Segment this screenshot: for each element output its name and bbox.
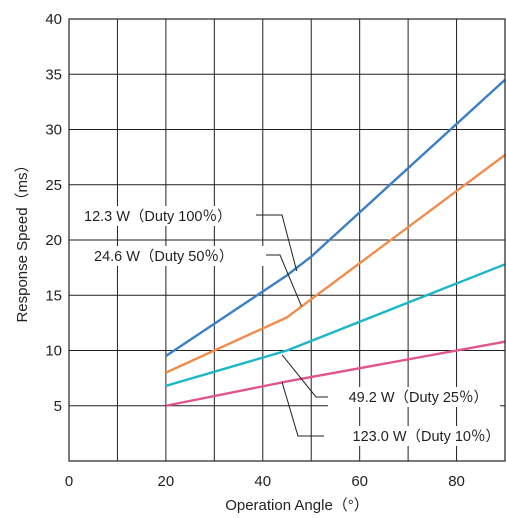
series-line-3: [165, 263, 506, 388]
tick-labels: 0 20 40 60 80 5 10 15 20 25 30 35 40: [45, 11, 465, 490]
annotation-label-1: 12.3 W（Duty 100％）: [84, 208, 231, 225]
x-tick-label: 80: [448, 473, 465, 490]
series-line-2: [165, 153, 506, 374]
annotation-leader-3: [281, 354, 328, 398]
y-tick-label: 25: [45, 177, 62, 194]
y-tick-label: 15: [45, 287, 62, 304]
x-tick-label: 0: [65, 473, 73, 490]
x-tick-label: 60: [351, 473, 368, 490]
y-tick-label: 30: [45, 122, 62, 139]
annotation-label-bg: [72, 206, 256, 226]
annotation-label-2: 24.6 W（Duty 50％）: [94, 248, 233, 265]
plot-frame: [68, 18, 506, 462]
x-tick-label: 40: [254, 473, 271, 490]
y-tick-label: 5: [54, 398, 62, 415]
annotation-label-bg: [82, 246, 266, 266]
annotation-labels: 12.3 W（Duty 100％） 24.6 W（Duty 50％） 49.2 W（…: [72, 206, 503, 446]
series-line-4: [165, 340, 506, 407]
series-lines: [165, 78, 506, 407]
annotation-leader-1: [256, 214, 298, 272]
annotation-label-3: 49.2 W（Duty 25％）: [349, 389, 488, 406]
y-tick-label: 20: [45, 232, 62, 249]
annotation-label-bg: [328, 387, 500, 407]
annotation-label-bg: [324, 426, 503, 446]
annotation-leaders: [256, 214, 328, 437]
grid-lines: [69, 19, 505, 461]
y-tick-label: 10: [45, 343, 62, 360]
y-tick-label: 40: [45, 11, 62, 28]
x-axis-title: Operation Angle（°）: [225, 497, 369, 514]
annotation-leader-4: [281, 382, 324, 437]
y-axis-title: Response Speed（ms）: [14, 157, 31, 322]
x-tick-label: 20: [158, 473, 175, 490]
series-line-1: [165, 78, 506, 358]
annotation-leader-2: [266, 254, 302, 307]
annotation-label-4: 123.0 W（Duty 10％）: [353, 428, 500, 445]
y-tick-label: 35: [45, 66, 62, 83]
